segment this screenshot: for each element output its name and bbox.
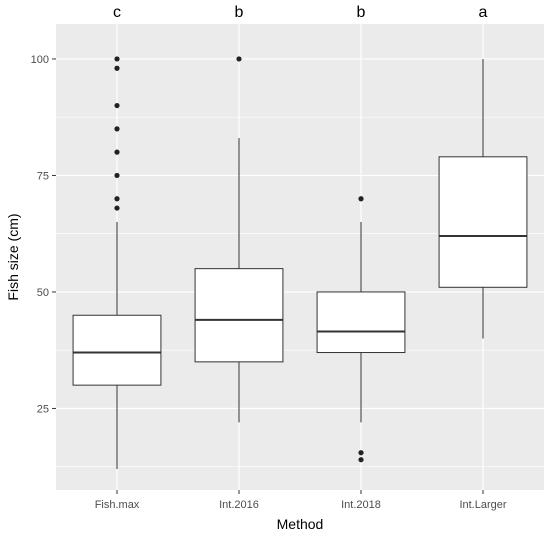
box-group-fish-max: [72, 56, 162, 470]
significance-letter: c: [113, 4, 121, 21]
outlier-point: [114, 102, 120, 109]
outlier-point: [358, 196, 364, 202]
y-tick-label: 25: [37, 403, 49, 415]
x-tick-label: Int.2016: [219, 499, 259, 511]
box-iqr: [438, 156, 528, 288]
significance-letter: a: [479, 4, 488, 21]
x-axis-title: Method: [277, 516, 324, 532]
axis-ticks: 25 50 75 100 Fish.max Int.2016 Int.2018 Int.Lar…: [31, 54, 507, 511]
x-tick-label: Fish.max: [95, 499, 140, 511]
y-tick-label: 50: [37, 287, 49, 299]
outlier-point: [114, 172, 120, 179]
outlier-point: [114, 149, 120, 155]
box-iqr: [72, 314, 162, 386]
y-tick-label: 100: [31, 54, 49, 66]
box-group-int-larger: [438, 58, 528, 339]
outlier-point: [114, 196, 120, 202]
y-tick-label: 75: [37, 170, 49, 182]
box-iqr: [194, 268, 284, 363]
significance-letter: b: [235, 4, 244, 21]
outlier-point: [358, 450, 364, 456]
x-tick-label: Int.Larger: [459, 499, 506, 511]
outlier-point: [114, 65, 120, 71]
x-tick-label: Int.2018: [341, 499, 381, 511]
significance-letter: b: [357, 4, 366, 21]
outlier-point: [114, 126, 120, 132]
boxes: [72, 56, 528, 470]
y-axis-title: Fish size (cm): [5, 213, 21, 300]
outlier-point: [114, 205, 120, 211]
outlier-point: [358, 457, 364, 463]
outlier-point: [236, 56, 242, 62]
box-group-int-2016: [194, 56, 284, 423]
box-group-int-2018: [316, 196, 406, 463]
box-iqr: [316, 291, 406, 354]
outlier-point: [114, 56, 120, 62]
